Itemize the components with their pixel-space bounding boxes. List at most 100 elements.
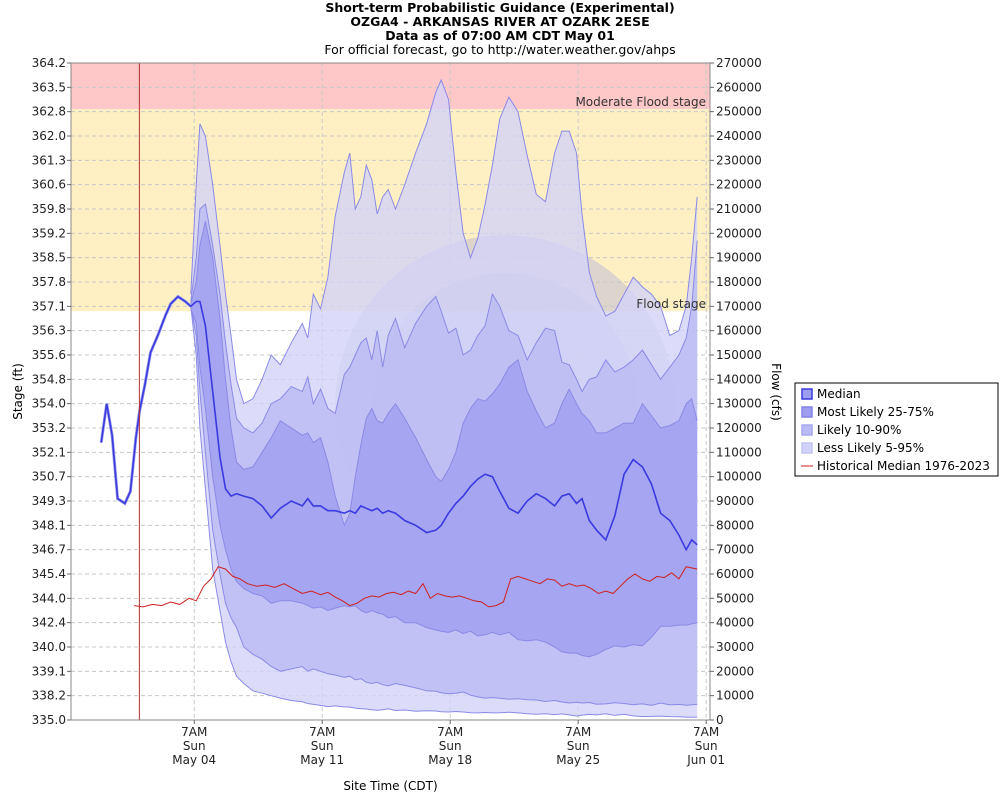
legend-item-label: Likely 10-90% [817, 423, 901, 437]
y-right-tick-label: 50000 [716, 591, 754, 605]
series-layer [99, 78, 698, 718]
x-tick-label: Sun [183, 739, 206, 753]
y-right-tick-label: 210000 [716, 202, 762, 216]
y-left-tick-label: 360.6 [32, 178, 66, 192]
y-right-tick-label: 150000 [716, 348, 762, 362]
chart-subtitle: OZGA4 - ARKANSAS RIVER AT OZARK 2ESE [350, 14, 649, 29]
legend-swatch [801, 388, 813, 400]
flood-band-0 [71, 63, 710, 110]
band-upper-edge [190, 78, 698, 405]
chart-title: Short-term Probabilistic Guidance (Exper… [325, 0, 674, 15]
y-right-axis-title: Flow (cfs) [769, 363, 783, 421]
y-right-tick-label: 180000 [716, 275, 762, 289]
y-left-tick-label: 361.3 [32, 153, 66, 167]
x-tick-label: May 11 [300, 753, 344, 767]
y-right-tick-label: 60000 [716, 567, 754, 581]
x-tick-label: May 18 [428, 753, 472, 767]
x-tick-label: May 25 [556, 753, 600, 767]
y-right-tick-label: 10000 [716, 689, 754, 703]
flood-band-label: Moderate Flood stage [575, 95, 706, 109]
y-right-tick-label: 250000 [716, 105, 762, 119]
y-left-tick-label: 359.2 [32, 226, 66, 240]
y-left-tick-label: 338.2 [32, 689, 66, 703]
x-tick-label: 7AM [181, 725, 207, 739]
y-left-tick-label: 362.0 [32, 129, 66, 143]
y-left-tick-label: 354.0 [32, 397, 66, 411]
y-left-tick-label: 348.1 [32, 518, 66, 532]
y-left-tick-label: 358.5 [32, 251, 66, 265]
legend: Median Most Likely 25-75% Likely 10-90% Les… [794, 382, 999, 477]
y-left-tick-label: 345.4 [32, 567, 66, 581]
x-axis-title: Site Time (CDT) [343, 779, 437, 793]
legend-item-label: Historical Median 1976-2023 [817, 459, 990, 473]
y-right-tick-label: 270000 [716, 56, 762, 70]
flood-band-label: Flood stage [636, 297, 706, 311]
y-right-tick-label: 140000 [716, 372, 762, 386]
y-left-tick-label: 340.0 [32, 640, 66, 654]
band-upper-edge [190, 221, 698, 527]
legend-box [794, 382, 999, 477]
band-lower-edge [190, 306, 698, 718]
y-left-tick-label: 355.6 [32, 348, 66, 362]
y-left-tick-label: 364.2 [32, 56, 66, 70]
legend-item-label: Median [817, 387, 861, 401]
y-left-axis-title: Stage (ft) [11, 363, 25, 420]
legend-swatch [801, 406, 813, 418]
y-right-tick-label: 80000 [716, 518, 754, 532]
y-right-tick-label: 0 [716, 713, 724, 727]
y-left-tick-label: 352.1 [32, 445, 66, 459]
y-left-tick-label: 362.8 [32, 105, 66, 119]
x-tick-label: 7AM [437, 725, 463, 739]
x-tick-label: Sun [567, 739, 590, 753]
x-tick-label: 7AM [565, 725, 591, 739]
y-left-tick-label: 363.5 [32, 80, 66, 94]
legend-swatch [801, 424, 813, 436]
legend-swatch [801, 442, 813, 454]
band-most-likely-25-75 [190, 221, 698, 657]
legend-item-label: Most Likely 25-75% [817, 405, 934, 419]
x-tick-label: May 04 [172, 753, 216, 767]
band-lower-edge [190, 306, 698, 706]
historical-median-line [134, 566, 698, 608]
y-right-tick-label: 200000 [716, 226, 762, 240]
y-right-tick-label: 230000 [716, 153, 762, 167]
y-left-tick-label: 356.3 [32, 324, 66, 338]
y-left-tick-label: 350.7 [32, 470, 66, 484]
y-left-tick-label: 354.8 [32, 372, 66, 386]
y-right-tick-label: 30000 [716, 640, 754, 654]
y-left-tick-label: 342.4 [32, 616, 66, 630]
y-left-tick-label: 359.8 [32, 202, 66, 216]
median-line [100, 295, 698, 552]
x-tick-label: Jun 01 [686, 753, 725, 767]
y-right-tick-label: 70000 [716, 543, 754, 557]
y-left-tick-label: 357.1 [32, 299, 66, 313]
y-right-tick-label: 240000 [716, 129, 762, 143]
plot-frame [70, 62, 711, 721]
y-right-tick-label: 120000 [716, 421, 762, 435]
y-right-tick-label: 20000 [716, 664, 754, 678]
y-left-tick-label: 339.1 [32, 664, 66, 678]
x-tick-label: Sun [439, 739, 462, 753]
y-left-tick-label: 357.8 [32, 275, 66, 289]
y-left-tick-label: 353.2 [32, 421, 66, 435]
y-right-tick-label: 190000 [716, 251, 762, 265]
chart-subtitle: For official forecast, go to http://wate… [324, 42, 675, 57]
y-left-tick-label: 349.3 [32, 494, 66, 508]
y-right-tick-label: 100000 [716, 470, 762, 484]
y-right-tick-label: 260000 [716, 80, 762, 94]
legend-item-label: Less Likely 5-95% [817, 441, 924, 455]
x-tick-label: 7AM [693, 725, 719, 739]
y-right-tick-label: 220000 [716, 178, 762, 192]
chart-subtitle: Data as of 07:00 AM CDT May 01 [385, 28, 615, 43]
y-right-tick-label: 40000 [716, 616, 754, 630]
y-left-tick-label: 346.7 [32, 543, 66, 557]
band-upper-edge [190, 203, 698, 434]
y-right-tick-label: 110000 [716, 445, 762, 459]
band-lower-edge [190, 308, 698, 658]
y-left-tick-label: 335.0 [32, 713, 66, 727]
y-right-tick-label: 90000 [716, 494, 754, 508]
y-right-tick-label: 170000 [716, 299, 762, 313]
x-tick-label: Sun [311, 739, 334, 753]
x-tick-label: Sun [695, 739, 718, 753]
y-right-tick-label: 160000 [716, 324, 762, 338]
